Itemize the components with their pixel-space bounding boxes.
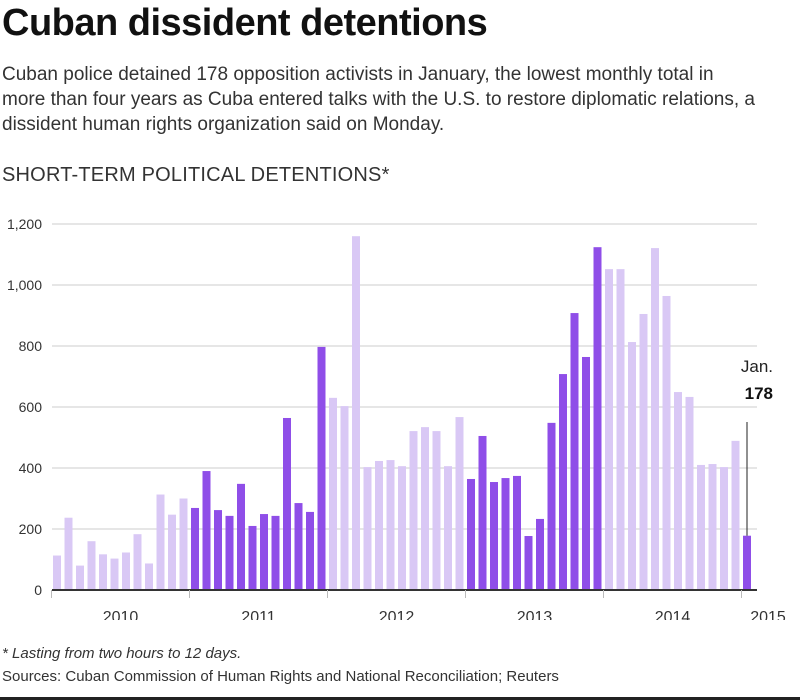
- bar-2012: [398, 466, 406, 590]
- bar-2011: [202, 471, 211, 590]
- bars: [53, 236, 751, 590]
- bar-2013: [559, 374, 567, 590]
- year-label: 2010: [103, 609, 139, 620]
- bar-2014: [674, 392, 682, 590]
- bar-2013: [513, 475, 521, 590]
- bar-2013: [501, 478, 510, 590]
- annotation-month-label: Jan.: [741, 357, 773, 376]
- y-tick-label: 800: [19, 338, 43, 354]
- year-label: 2011: [241, 609, 276, 620]
- bar-2014: [628, 342, 636, 590]
- y-axis-ticks: 0 200 400 600 800 1,000 1,200: [7, 216, 42, 598]
- bar-2010: [156, 494, 165, 590]
- bar-2010: [168, 514, 176, 590]
- bar-2013: [524, 536, 533, 590]
- bar-2014: [685, 396, 694, 590]
- bar-2012: [352, 236, 360, 590]
- year-label: 2013: [517, 609, 553, 620]
- y-tick-label: 200: [19, 521, 43, 537]
- bar-2010: [76, 565, 84, 590]
- bar-2011: [225, 515, 234, 590]
- bar-2012: [421, 427, 429, 590]
- y-tick-label: 1,000: [7, 277, 42, 293]
- bar-2012: [444, 466, 452, 590]
- bar-2010: [87, 541, 96, 590]
- bar-2013: [593, 247, 602, 590]
- bar-2010: [145, 563, 153, 590]
- bar-chart: 0 200 400 600 800 1,000 1,200 2010 2011 2012 2013…: [7, 216, 786, 620]
- sources-credit: Sources: Cuban Commission of Human Right…: [2, 668, 559, 685]
- bar-2011: [294, 503, 303, 590]
- bottom-rule: [0, 697, 800, 700]
- chart-title: Cuban dissident detentions: [2, 2, 488, 44]
- bar-2012: [340, 406, 349, 590]
- y-tick-label: 600: [19, 399, 43, 415]
- bar-2011: [283, 417, 291, 590]
- bar-2011: [214, 510, 222, 590]
- bar-2012: [409, 431, 418, 590]
- y-tick-label: 400: [19, 460, 43, 476]
- bar-2012: [432, 431, 441, 590]
- bar-2012: [386, 460, 395, 590]
- bar-2013: [536, 518, 544, 590]
- bar-2011: [271, 515, 280, 590]
- bar-2011: [317, 346, 326, 590]
- bar-2013: [490, 482, 498, 590]
- chart-heading: SHORT-TERM POLITICAL DETENTIONS*: [2, 164, 390, 186]
- bar-2012: [455, 417, 464, 590]
- footnote: * Lasting from two hours to 12 days.: [2, 645, 242, 662]
- bar-2014: [708, 464, 717, 590]
- bar-2014: [651, 248, 659, 590]
- x-axis: 2010 2011 2012 2013 2014 2015: [51, 589, 786, 620]
- bar-2014: [616, 269, 625, 590]
- bar-2014: [731, 440, 740, 590]
- bar-2014: [605, 269, 613, 590]
- bar-2010: [110, 558, 119, 590]
- bar-2011: [306, 511, 314, 590]
- year-label: 2014: [655, 609, 691, 620]
- y-tick-label: 1,200: [7, 216, 42, 232]
- bar-2010: [122, 552, 130, 590]
- bar-2011: [191, 507, 199, 590]
- bar-2013: [467, 478, 475, 590]
- bar-2010: [64, 517, 73, 590]
- bar-2013: [547, 422, 556, 590]
- bar-2014: [720, 467, 728, 590]
- bar-2011: [260, 514, 268, 590]
- bar-2011: [237, 483, 245, 590]
- bar-2015: [743, 535, 751, 590]
- bar-2013: [582, 356, 590, 590]
- bar-2013: [478, 435, 487, 590]
- bar-2014: [697, 464, 705, 590]
- bar-2012: [375, 460, 383, 590]
- annotation: Jan. 178: [741, 357, 773, 536]
- year-label: 2012: [379, 609, 415, 620]
- year-label: 2015: [750, 609, 786, 620]
- bar-2010: [179, 498, 188, 590]
- bar-2014: [639, 313, 648, 590]
- y-tick-label: 0: [34, 582, 42, 598]
- bar-2014: [662, 295, 671, 590]
- bar-2012: [363, 467, 372, 590]
- annotation-value-label: 178: [745, 384, 773, 403]
- bar-2010: [53, 555, 61, 590]
- chart-subtitle: Cuban police detained 178 opposition act…: [2, 64, 755, 135]
- bar-2012: [329, 397, 337, 590]
- bar-2010: [99, 554, 107, 590]
- bar-2013: [570, 313, 579, 590]
- bar-2010: [133, 534, 142, 590]
- bar-2011: [248, 525, 257, 590]
